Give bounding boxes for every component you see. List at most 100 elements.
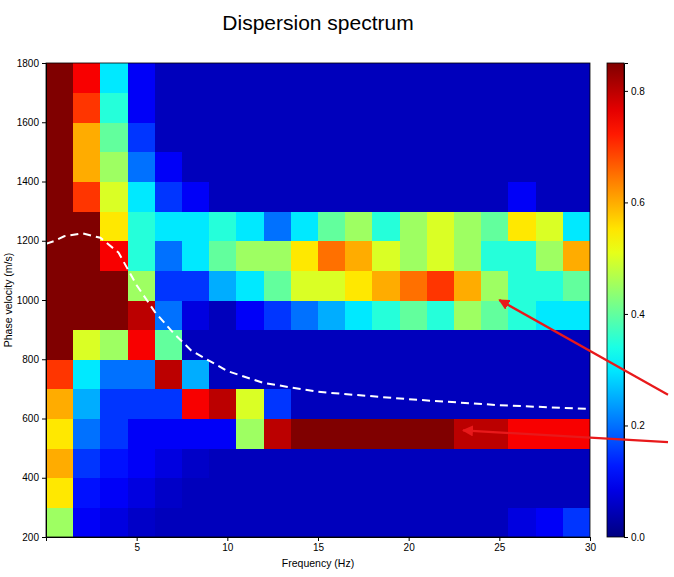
tick-mark — [42, 478, 46, 479]
heatmap-cell — [536, 241, 564, 271]
tick-mark — [624, 202, 628, 203]
heatmap-cell — [291, 448, 319, 478]
heatmap-cell — [400, 389, 428, 419]
heatmap-cell — [345, 300, 373, 330]
axis-line — [42, 64, 47, 538]
heatmap-cell — [345, 507, 373, 537]
tick-label: 5 — [134, 542, 140, 553]
tick: 20 — [404, 537, 416, 553]
heatmap-cell — [46, 448, 74, 478]
heatmap-cell — [264, 448, 292, 478]
heatmap-cell — [236, 152, 264, 182]
heatmap-cell — [128, 389, 156, 419]
heatmap-cell — [182, 478, 210, 508]
heatmap-cell — [427, 211, 455, 241]
heatmap-cell — [427, 330, 455, 360]
tick: 15 — [313, 537, 325, 553]
heatmap-cell — [155, 93, 183, 123]
heatmap-cell — [454, 152, 482, 182]
tick-label: 0.2 — [631, 420, 645, 431]
heatmap-cell — [46, 300, 74, 330]
heatmap-cell — [73, 63, 101, 93]
heatmap-cell — [454, 359, 482, 389]
heatmap-cell — [128, 211, 156, 241]
heatmap-cell — [128, 241, 156, 271]
heatmap-cell — [73, 507, 101, 537]
tick-label: 25 — [494, 542, 506, 553]
heatmap-cell — [536, 478, 564, 508]
tick-mark — [42, 122, 46, 123]
heatmap-cell — [427, 478, 455, 508]
tick-label: 0.4 — [631, 309, 645, 320]
heatmap-cell — [563, 448, 590, 478]
heatmap-cell — [318, 507, 346, 537]
tick: 5 — [134, 537, 140, 553]
heatmap-cell — [508, 122, 536, 152]
heatmap-cell — [427, 419, 455, 449]
heatmap-cell — [318, 152, 346, 182]
heatmap-cell — [100, 359, 128, 389]
heatmap-cell — [563, 152, 590, 182]
axis-line — [625, 64, 629, 538]
heatmap-cell — [372, 241, 400, 271]
heatmap-cell — [372, 270, 400, 300]
heatmap-cell — [291, 122, 319, 152]
heatmap-cell — [291, 359, 319, 389]
heatmap-cell — [318, 211, 346, 241]
heatmap-cell — [46, 93, 74, 123]
heatmap-cell — [400, 359, 428, 389]
tick: 600 — [22, 413, 46, 424]
heatmap-cell — [128, 152, 156, 182]
heatmap-cell — [209, 122, 237, 152]
heatmap-cell — [155, 478, 183, 508]
heatmap-cell — [182, 270, 210, 300]
heatmap-cell — [73, 359, 101, 389]
heatmap-cell — [236, 63, 264, 93]
heatmap-cell — [454, 448, 482, 478]
heatmap-cell — [182, 63, 210, 93]
heatmap-cell — [481, 270, 509, 300]
heatmap-cell — [46, 330, 74, 360]
heatmap-cell — [100, 419, 128, 449]
heatmap-cell — [182, 300, 210, 330]
heatmap-cell — [400, 448, 428, 478]
heatmap-cell — [508, 152, 536, 182]
heatmap-cell — [73, 152, 101, 182]
heatmap-cell — [128, 63, 156, 93]
heatmap-cell — [345, 478, 373, 508]
heatmap-cell — [536, 300, 564, 330]
tick: 10 — [222, 537, 234, 553]
heatmap-cell — [372, 93, 400, 123]
heatmap-cell — [481, 507, 509, 537]
heatmap-cell — [372, 478, 400, 508]
heatmap-cell — [264, 182, 292, 212]
heatmap-cell — [264, 241, 292, 271]
tick-label: 1800 — [17, 58, 40, 69]
heatmap-cell — [400, 507, 428, 537]
heatmap-cell — [209, 93, 237, 123]
tick-label: 1200 — [17, 235, 40, 246]
heatmap-cell — [209, 300, 237, 330]
heatmap-cell — [264, 211, 292, 241]
tick-mark — [42, 537, 46, 538]
heatmap-cell — [481, 478, 509, 508]
heatmap-cell — [209, 419, 237, 449]
heatmap-cell — [454, 507, 482, 537]
heatmap-cell — [100, 270, 128, 300]
heatmap-cell — [345, 448, 373, 478]
heatmap-cell — [46, 359, 74, 389]
tick-label: 400 — [22, 472, 39, 483]
heatmap-cell — [454, 300, 482, 330]
heatmap-cell — [46, 389, 74, 419]
heatmap-cell — [318, 330, 346, 360]
tick: 0.4 — [624, 309, 645, 320]
heatmap-cell — [264, 359, 292, 389]
heatmap-cell — [182, 448, 210, 478]
plot-frame — [46, 63, 590, 537]
heatmap-cell — [481, 359, 509, 389]
heatmap-cell — [236, 448, 264, 478]
heatmap-cell — [400, 211, 428, 241]
heatmap-cells — [46, 63, 590, 537]
tick-mark — [318, 537, 319, 541]
colorbar-frame — [607, 63, 624, 537]
